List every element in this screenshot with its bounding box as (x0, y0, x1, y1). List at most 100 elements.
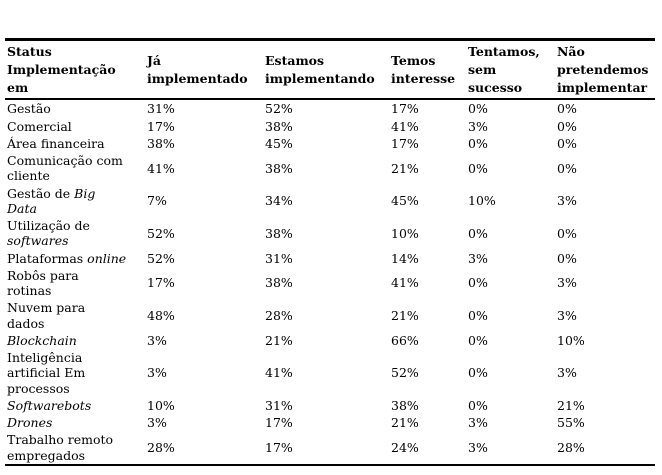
cell-value: 31% (265, 250, 293, 266)
cell-value: 3% (468, 415, 488, 430)
cell-value: 7% (147, 193, 167, 209)
cell-value: 3% (147, 415, 167, 430)
row-label: Plataformas online (5, 250, 145, 267)
cell-value: 14% (391, 250, 419, 266)
cell-value: 3% (147, 332, 167, 348)
row-label-part: Trabalho remoto empregados (7, 432, 114, 463)
cell-value: 66% (391, 332, 419, 348)
table-row: Nuvem para dados 48% 28% 21% 0% 3% (5, 299, 655, 332)
column-header-estamos-implementando: Estamos implementando (263, 39, 389, 101)
cell-value: 3% (557, 307, 577, 323)
cell-value: 38% (265, 118, 293, 134)
cell-value: 21% (391, 160, 419, 176)
cell-value: 41% (391, 118, 419, 134)
cell-value: 0% (557, 118, 577, 134)
cell-value: 52% (391, 365, 419, 381)
cell-value: 3% (557, 365, 577, 381)
row-label: Robôs para rotinas (5, 267, 145, 300)
row-label-italic-part: Drones (7, 415, 53, 430)
cell-value: 0% (468, 135, 488, 151)
row-label: Comercial (5, 118, 145, 135)
row-label: Trabalho remoto empregados (5, 431, 145, 465)
cell-value: 0% (468, 332, 488, 348)
cell-value: 3% (468, 439, 488, 455)
cell-value: 31% (265, 397, 293, 413)
cell-value: 21% (265, 332, 293, 348)
cell-value: 10% (391, 225, 419, 241)
cell-value: 38% (265, 275, 293, 291)
row-label-part: Gestão (7, 101, 51, 117)
row-label-italic-part: Big Data (7, 185, 96, 216)
table-row: Drones 3% 17% 21% 3% 55% (5, 414, 655, 431)
cell-value: 45% (265, 135, 293, 151)
row-label: Inteligência artificial Em processos (5, 349, 145, 397)
cell-value: 0% (557, 250, 577, 266)
row-label: Área financeira (5, 135, 145, 152)
cell-value: 21% (391, 415, 419, 430)
row-label-italic-part: online (87, 250, 127, 266)
table-row: Trabalho remoto empregados 28% 17% 24% 3% 28% (5, 431, 655, 465)
table-row: Softwarebots 10% 31% 38% 0% 21% (5, 397, 655, 414)
row-label-part: Comunicação com cliente (7, 153, 123, 184)
cell-value: 24% (391, 439, 419, 455)
cell-value: 38% (265, 160, 293, 176)
cell-value: 17% (265, 415, 293, 430)
cell-value: 28% (265, 307, 293, 323)
cell-value: 17% (265, 439, 293, 455)
table-row: Gestão 31% 52% 17% 0% 0% (5, 99, 655, 117)
cell-value: 10% (557, 332, 585, 348)
cell-value: 0% (468, 275, 488, 291)
cell-value: 0% (468, 101, 488, 117)
cell-value: 3% (557, 275, 577, 291)
row-label: Utilização de softwares (5, 217, 145, 250)
cell-value: 17% (391, 135, 419, 151)
cell-value: 28% (557, 439, 585, 455)
cell-value: 3% (557, 193, 577, 209)
cell-value: 17% (391, 101, 419, 117)
row-label: Comunicação com cliente (5, 152, 145, 185)
implementation-status-table: Status Implementação em Já implementado … (5, 38, 655, 466)
row-label-italic-part: Blockchain (7, 332, 77, 348)
row-label: Blockchain (5, 332, 145, 349)
row-label-italic-part: Softwarebots (7, 397, 92, 413)
cell-value: 48% (147, 307, 175, 323)
cell-value: 17% (147, 275, 175, 291)
cell-value: 31% (147, 101, 175, 117)
cell-value: 0% (557, 225, 577, 241)
row-label: Drones (5, 414, 145, 431)
table-row: Robôs para rotinas 17% 38% 41% 0% 3% (5, 267, 655, 300)
row-label-part: Inteligência artificial Em processos (7, 350, 86, 396)
table-row: Plataformas online 52% 31% 14% 3% 0% (5, 250, 655, 267)
table-row: Utilização de softwares 52% 38% 10% 0% 0% (5, 217, 655, 250)
table-row: Comunicação com cliente 41% 38% 21% 0% 0% (5, 152, 655, 185)
cell-value: 52% (265, 101, 293, 117)
table-header: Status Implementação em Já implementado … (5, 39, 655, 101)
cell-value: 3% (468, 250, 488, 266)
row-label-part: Nuvem para dados (7, 300, 86, 331)
cell-value: 21% (391, 307, 419, 323)
cell-value: 34% (265, 193, 293, 209)
row-label: Nuvem para dados (5, 299, 145, 332)
cell-value: 17% (147, 118, 175, 134)
cell-value: 45% (391, 193, 419, 209)
cell-value: 0% (468, 307, 488, 323)
cell-value: 41% (391, 275, 419, 291)
table-row: Área financeira 38% 45% 17% 0% 0% (5, 135, 655, 152)
column-header-temos-interesse: Temos interesse (389, 39, 466, 101)
table-body: Gestão 31% 52% 17% 0% 0% Comercial 17% 38% 41% 3% 0… (5, 99, 655, 465)
row-label-part: Gestão de (7, 185, 75, 201)
cell-value: 0% (557, 101, 577, 117)
cell-value: 28% (147, 439, 175, 455)
column-header-ja-implementado: Já implementado (145, 39, 263, 101)
cell-value: 21% (557, 397, 585, 413)
cell-value: 55% (557, 415, 585, 430)
cell-value: 0% (468, 397, 488, 413)
row-label-part: Plataformas (7, 250, 88, 266)
row-label: Gestão (5, 99, 145, 117)
table-row: Comercial 17% 38% 41% 3% 0% (5, 118, 655, 135)
cell-value: 0% (468, 225, 488, 241)
row-label: Softwarebots (5, 397, 145, 414)
table-row: Gestão de Big Data 7% 34% 45% 10% 3% (5, 185, 655, 218)
cell-value: 10% (147, 397, 175, 413)
